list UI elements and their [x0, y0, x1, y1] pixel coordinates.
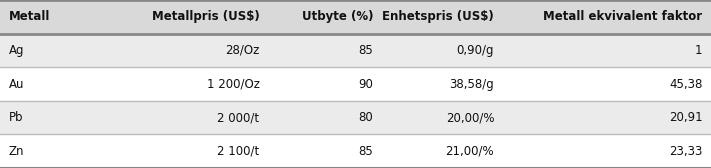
Text: 85: 85: [358, 44, 373, 57]
Text: Enhetspris (US$): Enhetspris (US$): [383, 10, 494, 23]
Text: 45,38: 45,38: [669, 77, 702, 91]
Text: 85: 85: [358, 145, 373, 158]
Text: 1 200/Oz: 1 200/Oz: [206, 77, 260, 91]
Bar: [0, 0, 711, 34]
Bar: [0, 101, 711, 134]
Bar: [0, 67, 711, 101]
Text: 20,00/%: 20,00/%: [446, 111, 494, 124]
Text: 20,91: 20,91: [669, 111, 702, 124]
Text: Au: Au: [9, 77, 24, 91]
Text: 0,90/g: 0,90/g: [456, 44, 494, 57]
Text: Ag: Ag: [9, 44, 24, 57]
Text: 2 100/t: 2 100/t: [218, 145, 260, 158]
Text: 80: 80: [358, 111, 373, 124]
Text: 38,58/g: 38,58/g: [449, 77, 494, 91]
Text: 2 000/t: 2 000/t: [218, 111, 260, 124]
Text: 1: 1: [695, 44, 702, 57]
Text: Metallpris (US$): Metallpris (US$): [151, 10, 260, 23]
Text: Pb: Pb: [9, 111, 23, 124]
Text: Utbyte (%): Utbyte (%): [301, 10, 373, 23]
Text: 28/Oz: 28/Oz: [225, 44, 260, 57]
Text: 23,33: 23,33: [669, 145, 702, 158]
Text: Metall ekvivalent faktor: Metall ekvivalent faktor: [543, 10, 702, 23]
Bar: [0, 134, 711, 168]
Bar: [0, 34, 711, 67]
Text: 90: 90: [358, 77, 373, 91]
Text: 21,00/%: 21,00/%: [446, 145, 494, 158]
Text: Metall: Metall: [9, 10, 50, 23]
Text: Zn: Zn: [9, 145, 24, 158]
